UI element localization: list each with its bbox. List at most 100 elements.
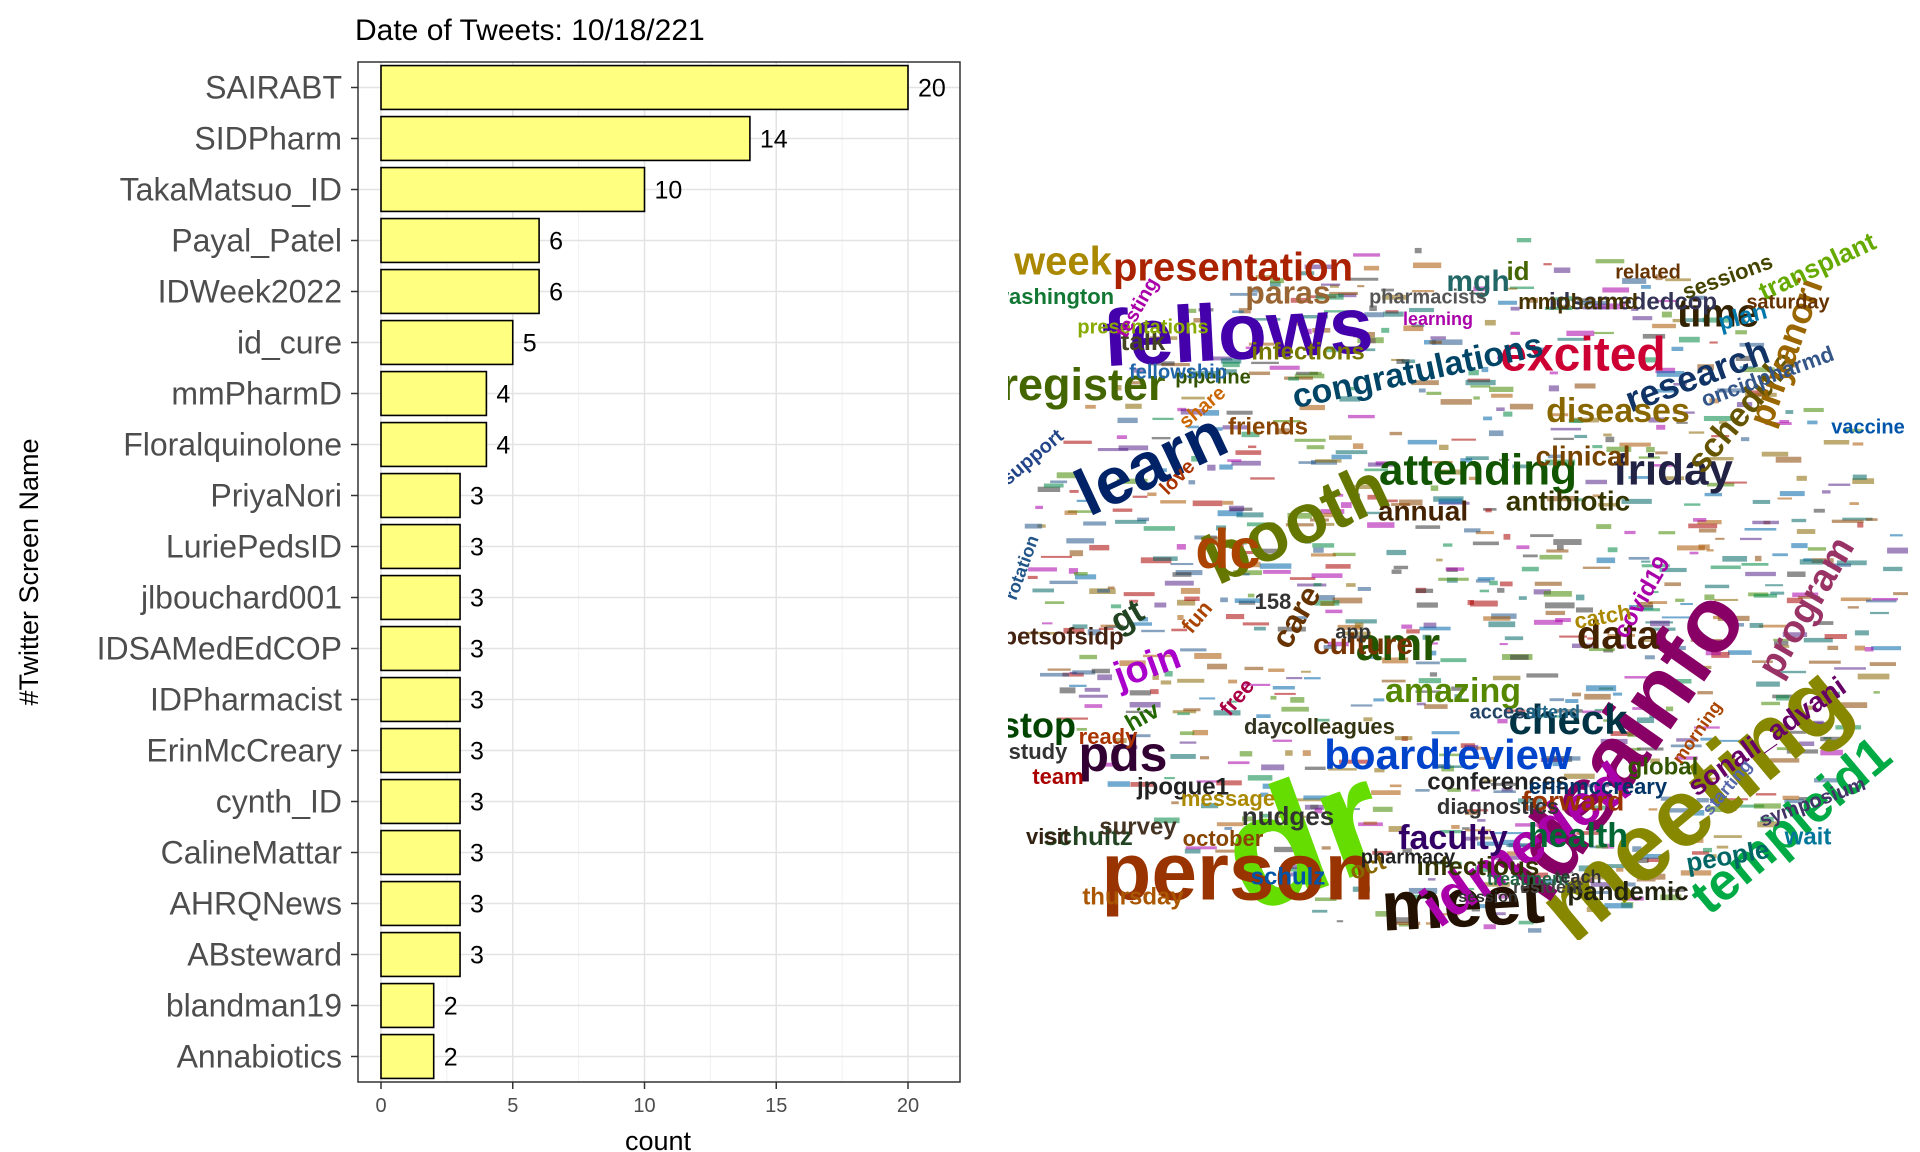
filler-word-mark bbox=[1215, 849, 1241, 853]
filler-word-mark bbox=[1472, 541, 1499, 546]
filler-word-mark bbox=[1522, 554, 1538, 558]
filler-word-mark bbox=[1339, 396, 1361, 402]
filler-word-mark bbox=[1024, 523, 1043, 529]
filler-word-mark bbox=[1365, 348, 1376, 352]
filler-word-mark bbox=[1673, 411, 1695, 414]
filler-word-mark bbox=[1655, 873, 1666, 880]
filler-word-mark bbox=[1312, 543, 1335, 548]
filler-word-mark bbox=[1310, 518, 1329, 522]
filler-word-mark bbox=[1755, 793, 1777, 796]
filler-word-mark bbox=[1443, 543, 1453, 547]
filler-word-mark bbox=[1582, 566, 1611, 569]
y-tick-label: ABsteward bbox=[187, 937, 342, 973]
filler-word-mark bbox=[1483, 416, 1493, 421]
filler-word-mark bbox=[1363, 821, 1378, 825]
filler-word-mark bbox=[1503, 709, 1526, 713]
filler-word-mark bbox=[1427, 650, 1437, 656]
filler-word-mark bbox=[1624, 530, 1636, 535]
cloud-word: fellows bbox=[1100, 280, 1375, 383]
filler-word-mark bbox=[1273, 846, 1304, 853]
filler-word-mark bbox=[1491, 393, 1513, 398]
filler-word-mark bbox=[1517, 798, 1542, 804]
filler-word-mark bbox=[1782, 795, 1800, 800]
filler-word-mark bbox=[1185, 846, 1217, 850]
cloud-word: time bbox=[1677, 292, 1759, 336]
filler-word-mark bbox=[1415, 588, 1434, 593]
filler-word-mark bbox=[1396, 359, 1410, 364]
filler-word-mark bbox=[1558, 871, 1574, 874]
filler-word-mark bbox=[1229, 544, 1244, 549]
filler-word-mark bbox=[1198, 308, 1214, 312]
filler-word-mark bbox=[1261, 764, 1285, 771]
filler-word-mark bbox=[1701, 607, 1724, 610]
filler-word-mark bbox=[1064, 510, 1078, 515]
filler-word-mark bbox=[1187, 425, 1199, 429]
filler-word-mark bbox=[1079, 654, 1098, 660]
filler-word-mark bbox=[1828, 483, 1851, 486]
filler-word-mark bbox=[1441, 765, 1455, 772]
filler-word-mark bbox=[1670, 744, 1702, 748]
filler-word-mark bbox=[1824, 634, 1847, 640]
bar bbox=[380, 370, 488, 417]
bar-value-label: 10 bbox=[655, 177, 683, 205]
x-tick-label: 15 bbox=[765, 1095, 787, 1117]
filler-word-mark bbox=[1501, 839, 1521, 845]
filler-word-mark bbox=[1415, 661, 1440, 665]
cloud-word: presentations bbox=[1077, 316, 1208, 338]
filler-word-mark bbox=[1646, 446, 1655, 453]
filler-word-mark bbox=[1751, 660, 1773, 663]
cloud-word: infections bbox=[1251, 338, 1364, 365]
cloud-word: person bbox=[1101, 827, 1374, 918]
filler-word-mark bbox=[1116, 478, 1148, 484]
filler-word-mark bbox=[1069, 684, 1087, 688]
filler-word-mark bbox=[1219, 464, 1233, 470]
filler-word-mark bbox=[1314, 897, 1337, 902]
cloud-word: excited bbox=[1500, 329, 1665, 382]
filler-word-mark bbox=[1383, 311, 1404, 317]
filler-word-mark bbox=[1285, 523, 1314, 527]
filler-word-mark bbox=[1798, 797, 1825, 800]
filler-word-mark bbox=[1624, 747, 1641, 751]
filler-word-mark bbox=[1472, 836, 1494, 840]
bar bbox=[380, 1033, 435, 1080]
filler-word-mark bbox=[1391, 569, 1402, 574]
filler-word-mark bbox=[1785, 410, 1794, 414]
filler-word-mark bbox=[1626, 855, 1643, 860]
filler-word-mark bbox=[1483, 779, 1493, 782]
filler-word-mark bbox=[1757, 821, 1782, 828]
filler-word-mark bbox=[1177, 615, 1184, 621]
filler-word-mark bbox=[1336, 920, 1344, 923]
filler-word-mark bbox=[1289, 577, 1316, 580]
filler-word-mark bbox=[1336, 493, 1344, 497]
bar bbox=[380, 421, 488, 468]
filler-word-mark bbox=[1501, 788, 1513, 792]
filler-word-mark bbox=[1320, 509, 1345, 514]
filler-word-mark bbox=[1374, 768, 1385, 773]
filler-word-mark bbox=[1854, 645, 1866, 651]
y-tick-label: AHRQNews bbox=[170, 886, 342, 922]
filler-word-mark bbox=[1887, 547, 1908, 554]
filler-word-mark bbox=[1485, 508, 1492, 513]
filler-word-mark bbox=[1591, 874, 1611, 880]
filler-word-mark bbox=[1535, 807, 1547, 810]
filler-word-mark bbox=[1644, 655, 1655, 660]
filler-word-mark bbox=[1470, 385, 1491, 388]
filler-word-mark bbox=[1170, 562, 1194, 566]
filler-word-mark bbox=[1722, 556, 1748, 562]
filler-word-mark bbox=[1744, 527, 1777, 531]
filler-word-mark bbox=[1129, 599, 1139, 603]
filler-word-mark bbox=[1151, 436, 1171, 440]
bar bbox=[380, 574, 461, 621]
filler-word-mark bbox=[1133, 368, 1145, 373]
filler-word-mark bbox=[1231, 460, 1261, 466]
filler-word-mark bbox=[1076, 499, 1095, 503]
cloud-word: support bbox=[1008, 425, 1068, 490]
filler-word-mark bbox=[1361, 655, 1381, 659]
filler-word-mark bbox=[1678, 336, 1700, 343]
filler-word-mark bbox=[1596, 864, 1625, 869]
filler-word-mark bbox=[1138, 617, 1149, 622]
filler-word-mark bbox=[1680, 870, 1712, 876]
filler-word-mark bbox=[1154, 817, 1180, 824]
filler-word-mark bbox=[1883, 566, 1903, 572]
filler-word-mark bbox=[1744, 392, 1777, 397]
